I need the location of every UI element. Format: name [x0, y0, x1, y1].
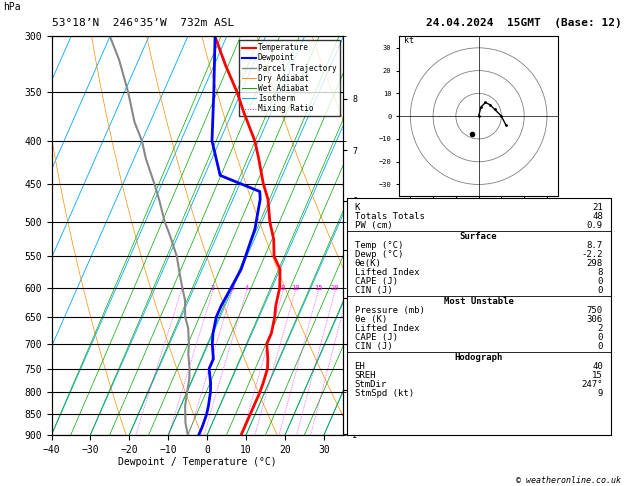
Text: 15: 15	[592, 371, 603, 380]
Text: hPa: hPa	[3, 2, 21, 12]
Text: 8: 8	[281, 285, 285, 291]
Text: CIN (J): CIN (J)	[355, 342, 392, 351]
Text: θe(K): θe(K)	[355, 259, 381, 268]
Text: 247°: 247°	[581, 380, 603, 389]
Text: 2: 2	[598, 324, 603, 333]
Legend: Temperature, Dewpoint, Parcel Trajectory, Dry Adiabat, Wet Adiabat, Isotherm, Mi: Temperature, Dewpoint, Parcel Trajectory…	[239, 40, 340, 116]
Text: 8.7: 8.7	[587, 241, 603, 250]
Text: Totals Totals: Totals Totals	[355, 212, 425, 221]
Y-axis label: km
ASL: km ASL	[367, 226, 382, 245]
Text: 24.04.2024  15GMT  (Base: 12): 24.04.2024 15GMT (Base: 12)	[426, 18, 621, 28]
Text: 0: 0	[598, 333, 603, 342]
Text: CAPE (J): CAPE (J)	[355, 277, 398, 286]
Text: 1: 1	[179, 285, 183, 291]
Text: 21: 21	[592, 203, 603, 212]
Text: 15: 15	[314, 285, 323, 291]
Text: 0: 0	[598, 277, 603, 286]
Text: 0.9: 0.9	[587, 221, 603, 230]
Text: EH: EH	[355, 362, 365, 371]
Text: 750: 750	[587, 306, 603, 315]
Text: 298: 298	[587, 259, 603, 268]
Text: 10: 10	[291, 285, 299, 291]
Text: kt: kt	[404, 36, 413, 45]
Text: PW (cm): PW (cm)	[355, 221, 392, 230]
Text: Lifted Index: Lifted Index	[355, 268, 419, 277]
Text: Most Unstable: Most Unstable	[443, 297, 514, 306]
Text: Pressure (mb): Pressure (mb)	[355, 306, 425, 315]
Text: Surface: Surface	[460, 232, 498, 241]
Text: StmSpd (kt): StmSpd (kt)	[355, 389, 414, 398]
Text: LCL: LCL	[347, 376, 362, 385]
Text: 306: 306	[587, 315, 603, 324]
Text: 9: 9	[598, 389, 603, 398]
Text: Hodograph: Hodograph	[455, 353, 503, 362]
Text: Temp (°C): Temp (°C)	[355, 241, 403, 250]
Text: StmDir: StmDir	[355, 380, 387, 389]
Text: Dewp (°C): Dewp (°C)	[355, 250, 403, 259]
X-axis label: Dewpoint / Temperature (°C): Dewpoint / Temperature (°C)	[118, 457, 277, 468]
Text: 8: 8	[598, 268, 603, 277]
Text: K: K	[355, 203, 360, 212]
Text: 3: 3	[230, 285, 235, 291]
Text: 40: 40	[592, 362, 603, 371]
Text: CIN (J): CIN (J)	[355, 286, 392, 295]
Text: SREH: SREH	[355, 371, 376, 380]
Text: 0: 0	[598, 286, 603, 295]
Text: © weatheronline.co.uk: © weatheronline.co.uk	[516, 476, 621, 485]
Text: CAPE (J): CAPE (J)	[355, 333, 398, 342]
Text: θe (K): θe (K)	[355, 315, 387, 324]
Text: 48: 48	[592, 212, 603, 221]
Text: 4: 4	[245, 285, 248, 291]
Text: 20: 20	[331, 285, 339, 291]
Text: 0: 0	[598, 342, 603, 351]
Text: 2: 2	[211, 285, 215, 291]
Text: 53°18’N  246°35’W  732m ASL: 53°18’N 246°35’W 732m ASL	[52, 18, 234, 28]
Text: -2.2: -2.2	[581, 250, 603, 259]
Text: Lifted Index: Lifted Index	[355, 324, 419, 333]
